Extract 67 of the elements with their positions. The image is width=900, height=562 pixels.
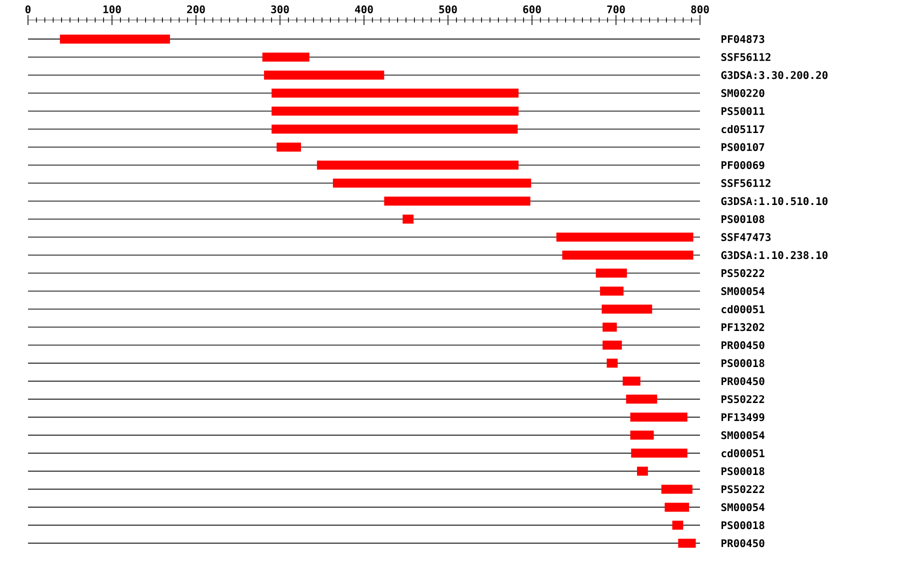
- bar: [316, 160, 519, 170]
- bar: [272, 88, 519, 98]
- bar: [661, 484, 692, 494]
- y-tick-label: G3DSA:1.10.238.10: [721, 251, 828, 260]
- bar: [637, 466, 648, 476]
- bar: [272, 124, 518, 134]
- y-tick-label: G3DSA:1.10.510.10: [721, 197, 828, 206]
- y-tick-label: PS00107: [722, 143, 764, 152]
- x-tick-label: 700: [607, 5, 625, 14]
- y-tick-label: SSF56112: [721, 53, 770, 62]
- bar: [631, 448, 688, 458]
- y-tick-label: PF13202: [722, 323, 764, 332]
- y-tick-label: PR00450: [722, 341, 764, 350]
- bar: [60, 34, 170, 44]
- bar: [630, 430, 654, 440]
- y-tick-label: SSF47473: [721, 233, 771, 242]
- y-tick-label: cd00051: [722, 449, 764, 458]
- bar: [402, 214, 414, 224]
- bar: [672, 520, 684, 530]
- y-tick-label: PS50011: [722, 107, 764, 116]
- y-tick-label: PF00069: [722, 161, 764, 170]
- bar: [262, 52, 310, 62]
- y-tick-label: cd00051: [722, 305, 764, 314]
- x-tick-label: 100: [103, 5, 121, 14]
- y-tick-label: SM00054: [721, 503, 764, 512]
- y-tick-label: G3DSA:3.30.200.20: [721, 71, 828, 80]
- x-tick-label: 800: [691, 5, 709, 14]
- y-tick-label: SSF56112: [721, 179, 770, 188]
- y-tick-label: PF04873: [722, 35, 764, 44]
- x-tick-label: 200: [187, 5, 205, 14]
- y-tick-label: SM00054: [721, 431, 764, 440]
- x-tick-label: 500: [439, 5, 457, 14]
- y-tick-label: PS00018: [722, 521, 764, 530]
- bar: [600, 286, 624, 296]
- y-tick-label: cd05117: [722, 125, 764, 134]
- x-tick-label: 600: [523, 5, 541, 14]
- y-tick-label: SM00220: [721, 89, 764, 98]
- x-tick-label: 0: [25, 5, 31, 14]
- y-tick-label: PR00450: [722, 539, 764, 548]
- bar: [602, 322, 617, 332]
- bar: [556, 232, 694, 242]
- bar: [622, 376, 640, 386]
- bar: [678, 538, 696, 548]
- bar: [630, 412, 688, 422]
- y-tick-label: PS00108: [722, 215, 764, 224]
- y-tick-label: PS50222: [722, 485, 764, 494]
- bar: [264, 70, 384, 80]
- y-tick-label: PS00018: [722, 467, 764, 476]
- bar: [276, 142, 301, 152]
- y-tick-label: PS50222: [722, 269, 764, 278]
- x-tick-label: 400: [355, 5, 373, 14]
- bar: [332, 178, 532, 188]
- bar: [272, 106, 519, 116]
- bar: [602, 340, 622, 350]
- y-tick-label: SM00054: [721, 287, 764, 296]
- bar: [664, 502, 690, 512]
- bar: [606, 358, 618, 368]
- bar: [562, 250, 694, 260]
- y-tick-label: PR00450: [722, 377, 764, 386]
- bar: [384, 196, 530, 206]
- y-tick-label: PS00018: [722, 359, 764, 368]
- bar: [596, 268, 627, 278]
- bar: [602, 304, 652, 314]
- y-tick-label: PF13499: [722, 413, 764, 422]
- x-tick-label: 300: [271, 5, 289, 14]
- y-tick-label: PS50222: [722, 395, 764, 404]
- bar: [626, 394, 658, 404]
